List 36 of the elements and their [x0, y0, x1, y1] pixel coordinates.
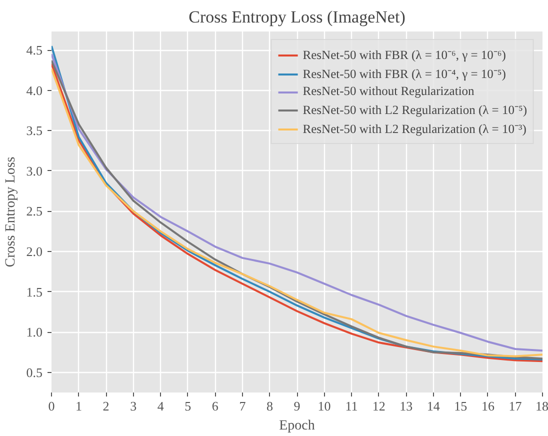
x-tick-label: 10: [318, 398, 331, 414]
x-tick-label: 1: [76, 398, 82, 414]
chart-title: Cross Entropy Loss (ImageNet): [188, 8, 406, 26]
x-tick-label: 18: [536, 398, 548, 414]
x-axis-title: Epoch: [279, 418, 315, 434]
x-tick-label: 7: [239, 398, 246, 414]
y-tick-label: 1.0: [26, 324, 42, 340]
y-axis-title: Cross Entropy Loss: [3, 156, 18, 268]
y-tick-label: 4.5: [26, 42, 42, 58]
y-tick-label: 3.5: [26, 123, 42, 138]
x-tick-label: 4: [157, 398, 164, 414]
x-tick-label: 16: [481, 398, 495, 414]
x-tick-label: 13: [400, 398, 413, 414]
y-tick-label: 3.0: [26, 163, 42, 178]
x-tick-label: 11: [345, 398, 358, 414]
legend-label: ResNet-50 with L2 Regularization (λ = 10⁻³): [302, 121, 526, 137]
y-tick-label: 2.0: [26, 244, 42, 259]
x-tick-label: 6: [212, 398, 219, 414]
legend-label: ResNet-50 with FBR (λ = 10⁻⁶, γ = 10⁻⁶): [302, 47, 506, 63]
x-tick-label: 17: [508, 398, 522, 414]
x-tick-label: 14: [426, 398, 440, 414]
x-tick-label: 8: [266, 398, 273, 414]
x-tick-label: 2: [102, 398, 110, 414]
y-tick-label: 1.5: [26, 284, 42, 300]
legend-label: ResNet-50 with FBR (λ = 10⁻⁴, γ = 10⁻⁵): [302, 66, 506, 82]
x-tick-label: 0: [48, 398, 55, 414]
x-tick-label: 5: [184, 398, 192, 414]
y-tick-label: 0.5: [26, 364, 42, 380]
x-tick-label: 3: [130, 398, 137, 414]
x-tick-label: 15: [454, 398, 468, 414]
y-tick-label: 2.5: [26, 204, 42, 219]
legend-label: ResNet-50 without Regularization: [302, 84, 474, 99]
x-tick-label: 12: [372, 398, 386, 414]
legend-label: ResNet-50 with L2 Regularization (λ = 10⁻⁵): [302, 102, 527, 118]
y-tick-label: 4.0: [26, 82, 42, 98]
x-tick-label: 9: [294, 398, 300, 414]
